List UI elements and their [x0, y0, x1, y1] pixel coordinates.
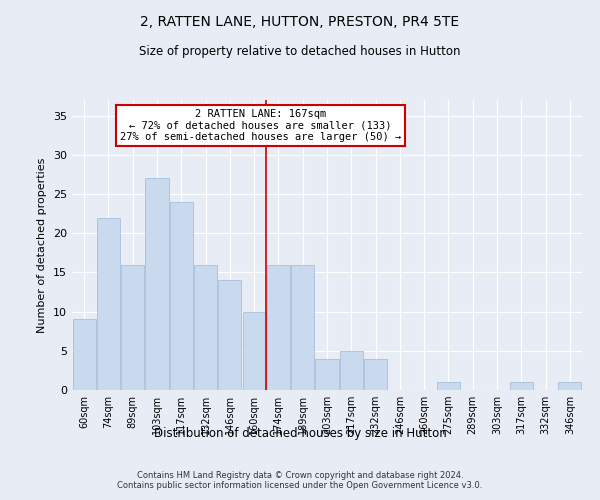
Bar [559, 382, 581, 390]
Text: Distribution of detached houses by size in Hutton: Distribution of detached houses by size … [154, 428, 446, 440]
Bar [510, 382, 533, 390]
Bar [73, 320, 95, 390]
Bar [340, 351, 363, 390]
Text: Contains HM Land Registry data © Crown copyright and database right 2024.
Contai: Contains HM Land Registry data © Crown c… [118, 470, 482, 490]
Bar [364, 358, 387, 390]
Bar [316, 358, 338, 390]
Text: 2 RATTEN LANE: 167sqm
← 72% of detached houses are smaller (133)
27% of semi-det: 2 RATTEN LANE: 167sqm ← 72% of detached … [120, 108, 401, 142]
Bar [121, 264, 144, 390]
Bar [170, 202, 193, 390]
Y-axis label: Number of detached properties: Number of detached properties [37, 158, 47, 332]
Bar [291, 264, 314, 390]
Bar [267, 264, 290, 390]
Bar [145, 178, 169, 390]
Bar [194, 264, 217, 390]
Bar [242, 312, 266, 390]
Bar [97, 218, 120, 390]
Text: 2, RATTEN LANE, HUTTON, PRESTON, PR4 5TE: 2, RATTEN LANE, HUTTON, PRESTON, PR4 5TE [140, 15, 460, 29]
Bar [437, 382, 460, 390]
Bar [218, 280, 241, 390]
Text: Size of property relative to detached houses in Hutton: Size of property relative to detached ho… [139, 45, 461, 58]
